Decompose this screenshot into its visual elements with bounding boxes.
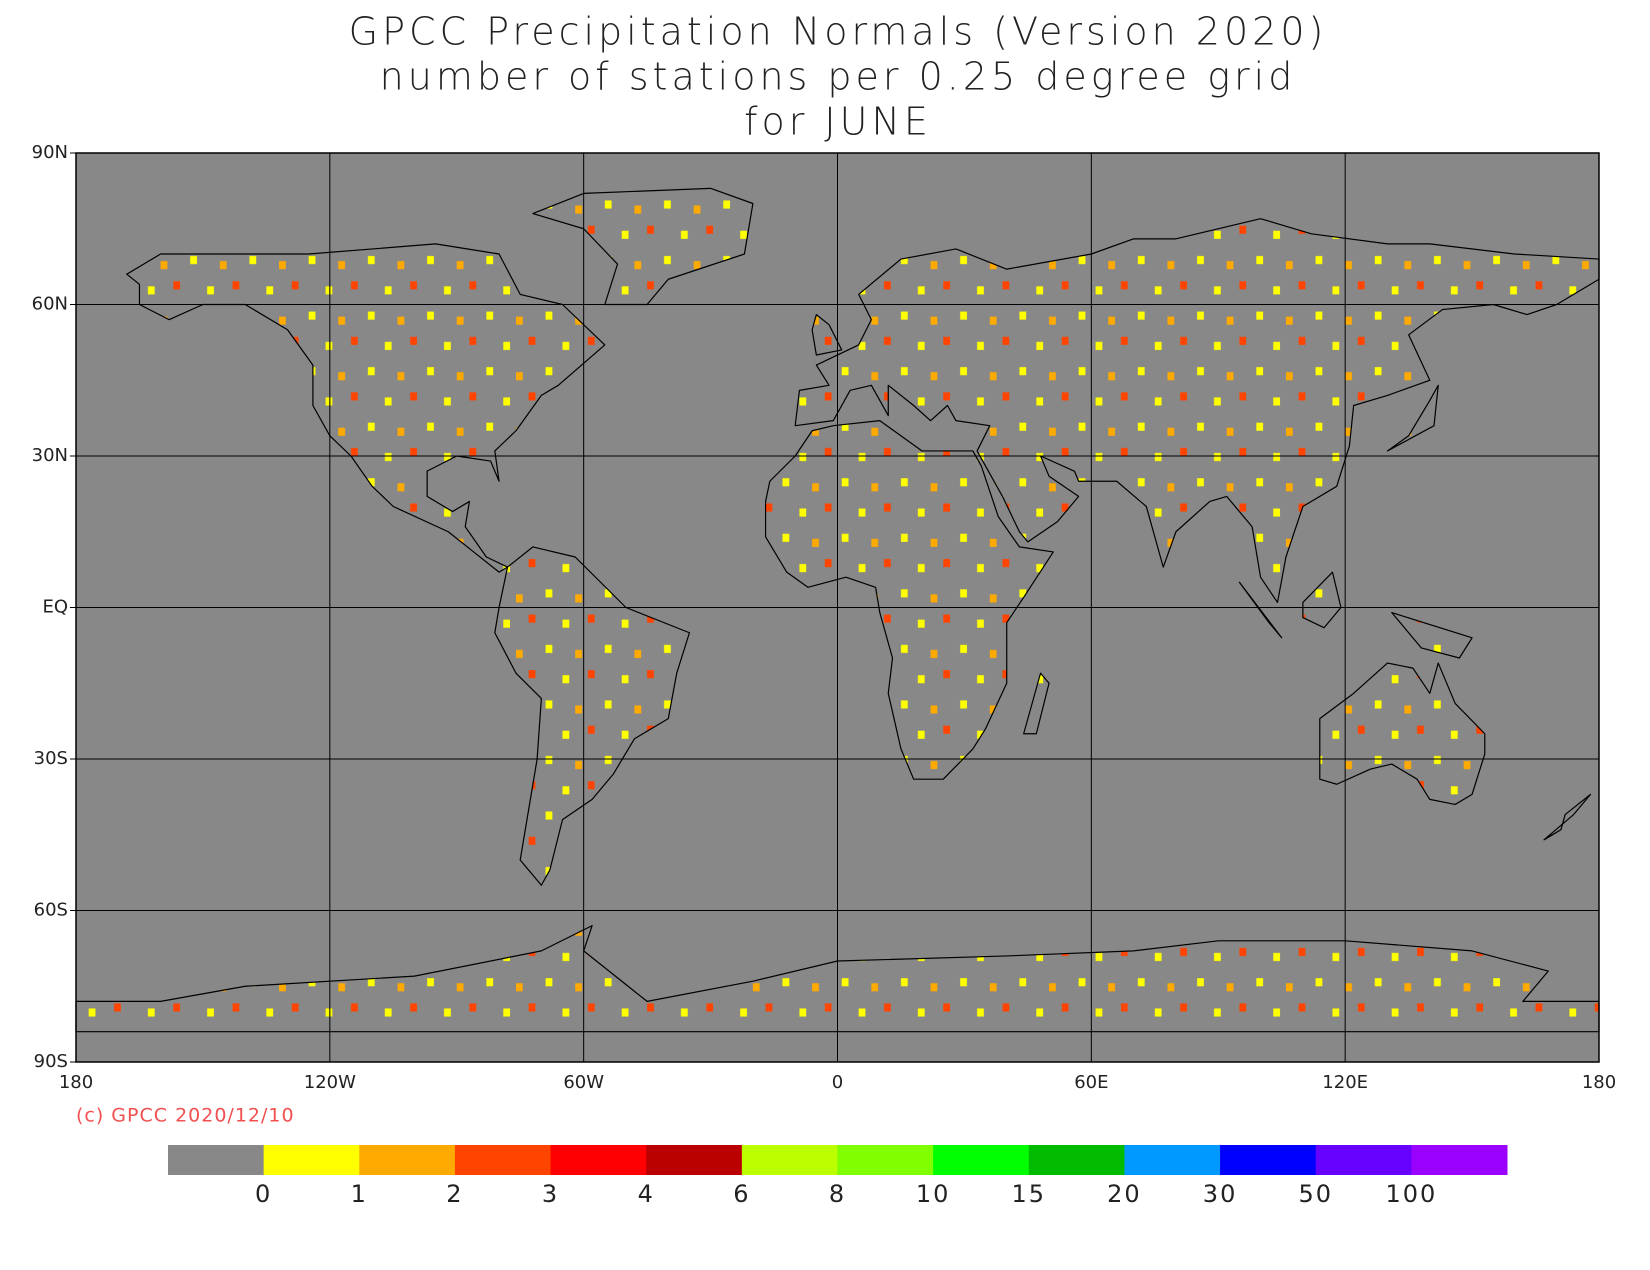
colorbar-label: 10 [916, 1180, 951, 1208]
eurasia [795, 219, 1599, 603]
colorbar-label: 8 [829, 1180, 846, 1208]
y-tick-label: 90S [34, 1051, 68, 1072]
colorbar-label: 2 [446, 1180, 463, 1208]
colorbar-label: 6 [733, 1180, 750, 1208]
y-tick-label: 60N [32, 294, 68, 315]
colorbar-box [1028, 1145, 1125, 1175]
colorbar-box [1124, 1145, 1221, 1175]
land [76, 188, 1599, 1031]
colorbar-box [550, 1145, 647, 1175]
x-tick-label: 0 [832, 1072, 843, 1093]
colorbar-label: 3 [542, 1180, 559, 1208]
colorbar-label: 30 [1203, 1180, 1238, 1208]
y-tick-label: 30N [32, 445, 68, 466]
y-tick-label: 60S [34, 900, 68, 921]
colorbar-box [646, 1145, 743, 1175]
colorbar-box [741, 1145, 838, 1175]
title-line: GPCC Precipitation Normals (Version 2020… [349, 10, 1328, 54]
y-tick-label: 90N [32, 142, 68, 163]
islands [812, 315, 1590, 840]
colorbar-box [454, 1145, 552, 1175]
y-tick-label: EQ [42, 597, 68, 618]
x-tick-label: 180 [59, 1072, 93, 1093]
title-line: for JUNE [744, 100, 932, 144]
map-frame [75, 152, 1600, 1063]
x-tick-label: 120E [1322, 1072, 1368, 1093]
colorbar-label: 1 [351, 1180, 368, 1208]
greenland [533, 188, 753, 304]
colorbar-label: 0 [255, 1180, 272, 1208]
colorbar: 0 1 2 3 4 6 8 10 15 20 30 50 100 [168, 1145, 1508, 1208]
copyright: (c) GPCC 2020/12/10 [76, 1105, 295, 1127]
title-line: number of stations per 0.25 degree grid [380, 55, 1297, 99]
colorbar-box [933, 1145, 1030, 1175]
x-tick-label: 60W [563, 1072, 604, 1093]
colorbar-box [1220, 1145, 1317, 1175]
colorbar-box [1315, 1145, 1412, 1175]
australia [1320, 663, 1485, 804]
colorbar-box [263, 1145, 360, 1175]
colorbar-label: 20 [1107, 1180, 1142, 1208]
y-tick-label: 30S [34, 748, 68, 769]
colorbar-box [359, 1145, 456, 1175]
x-tick-label: 180 [1582, 1072, 1616, 1093]
south-america [495, 547, 690, 885]
axes: 180 120W 60W 0 60E 120E 180 90N 60N 30N EQ 30S 60S 90… [32, 142, 1617, 1093]
colorbar-box [837, 1145, 934, 1175]
north-america [127, 244, 605, 572]
x-tick-label: 120W [304, 1072, 356, 1093]
colorbar-box [1411, 1145, 1508, 1175]
colorbar-label: 15 [1012, 1180, 1047, 1208]
colorbar-label: 100 [1385, 1180, 1437, 1208]
x-tick-label: 60E [1074, 1072, 1108, 1093]
colorbar-label: 50 [1298, 1180, 1333, 1208]
colorbar-label: 4 [638, 1180, 655, 1208]
colorbar-box [168, 1145, 265, 1175]
